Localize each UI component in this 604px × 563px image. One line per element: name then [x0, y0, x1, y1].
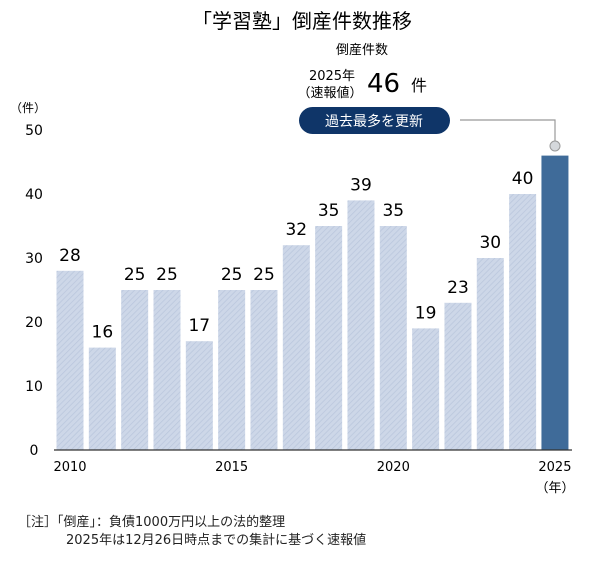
bar-2021	[412, 328, 440, 450]
annotation-unit: 件	[411, 76, 427, 95]
data-label: 25	[156, 265, 178, 285]
y-axis-label: （件）	[10, 101, 46, 115]
annotation-sub: （速報値）	[297, 85, 362, 101]
x-tick-label: 2025	[538, 460, 571, 475]
x-tick-label: 2020	[377, 460, 410, 475]
x-tick-label: 2015	[215, 460, 248, 475]
y-tick-label: 10	[25, 379, 43, 395]
y-tick-label: 30	[25, 251, 43, 267]
record-badge	[299, 107, 450, 134]
bar-2016	[250, 290, 278, 450]
y-tick-label: 40	[25, 187, 43, 203]
data-label: 30	[479, 233, 501, 253]
data-label: 28	[59, 246, 81, 266]
data-label: 25	[221, 265, 243, 285]
bar-2022	[444, 302, 472, 450]
x-tick-label: 2010	[53, 460, 86, 475]
y-tick-label: 20	[25, 315, 43, 331]
bar-2025	[541, 155, 569, 450]
bar-2015	[218, 290, 246, 450]
x-axis-label: （年）	[535, 481, 574, 496]
data-label: 35	[318, 201, 340, 221]
data-label: 23	[447, 278, 469, 298]
record-badge-label: 過去最多を更新	[325, 113, 423, 130]
annotation-year: 2025年	[309, 69, 355, 84]
bar-2019	[347, 200, 375, 450]
bar-2023	[476, 258, 504, 450]
data-label: 32	[285, 220, 307, 240]
bar-chart: 「学習塾」倒産件数推移 倒産件数 2025年 （速報値） 46 件 過去最多を更…	[10, 9, 575, 496]
bar-2024	[509, 194, 537, 450]
data-label: 25	[124, 265, 146, 285]
bar-2011	[88, 347, 116, 450]
annotation-heading: 倒産件数	[336, 42, 388, 58]
data-label: 35	[382, 201, 404, 221]
chart-title: 「学習塾」倒産件数推移	[192, 9, 412, 33]
annotation-dot	[549, 140, 561, 152]
data-label: 17	[188, 316, 210, 336]
bar-2013	[153, 290, 181, 450]
bar-2012	[121, 290, 149, 450]
bar-2010	[56, 270, 84, 450]
y-tick-label: 0	[30, 443, 39, 459]
data-label: 16	[92, 323, 114, 343]
bar-2017	[282, 245, 310, 450]
bar-2018	[315, 226, 343, 450]
y-tick-label: 50	[25, 123, 43, 139]
data-label: 39	[350, 175, 372, 195]
data-label: 25	[253, 265, 275, 285]
note-line-1: ［注］「倒産」：負債1000万円以上の法的整理	[18, 515, 286, 530]
bar-2020	[379, 226, 407, 450]
data-label: 40	[512, 169, 534, 189]
annotation-value: 46	[367, 69, 400, 99]
bar-2014	[185, 341, 213, 450]
data-label: 19	[415, 303, 437, 323]
note-line-2: 2025年は12月26日時点までの集計に基づく速報値	[66, 533, 367, 548]
annotation-leader-line	[460, 119, 556, 141]
